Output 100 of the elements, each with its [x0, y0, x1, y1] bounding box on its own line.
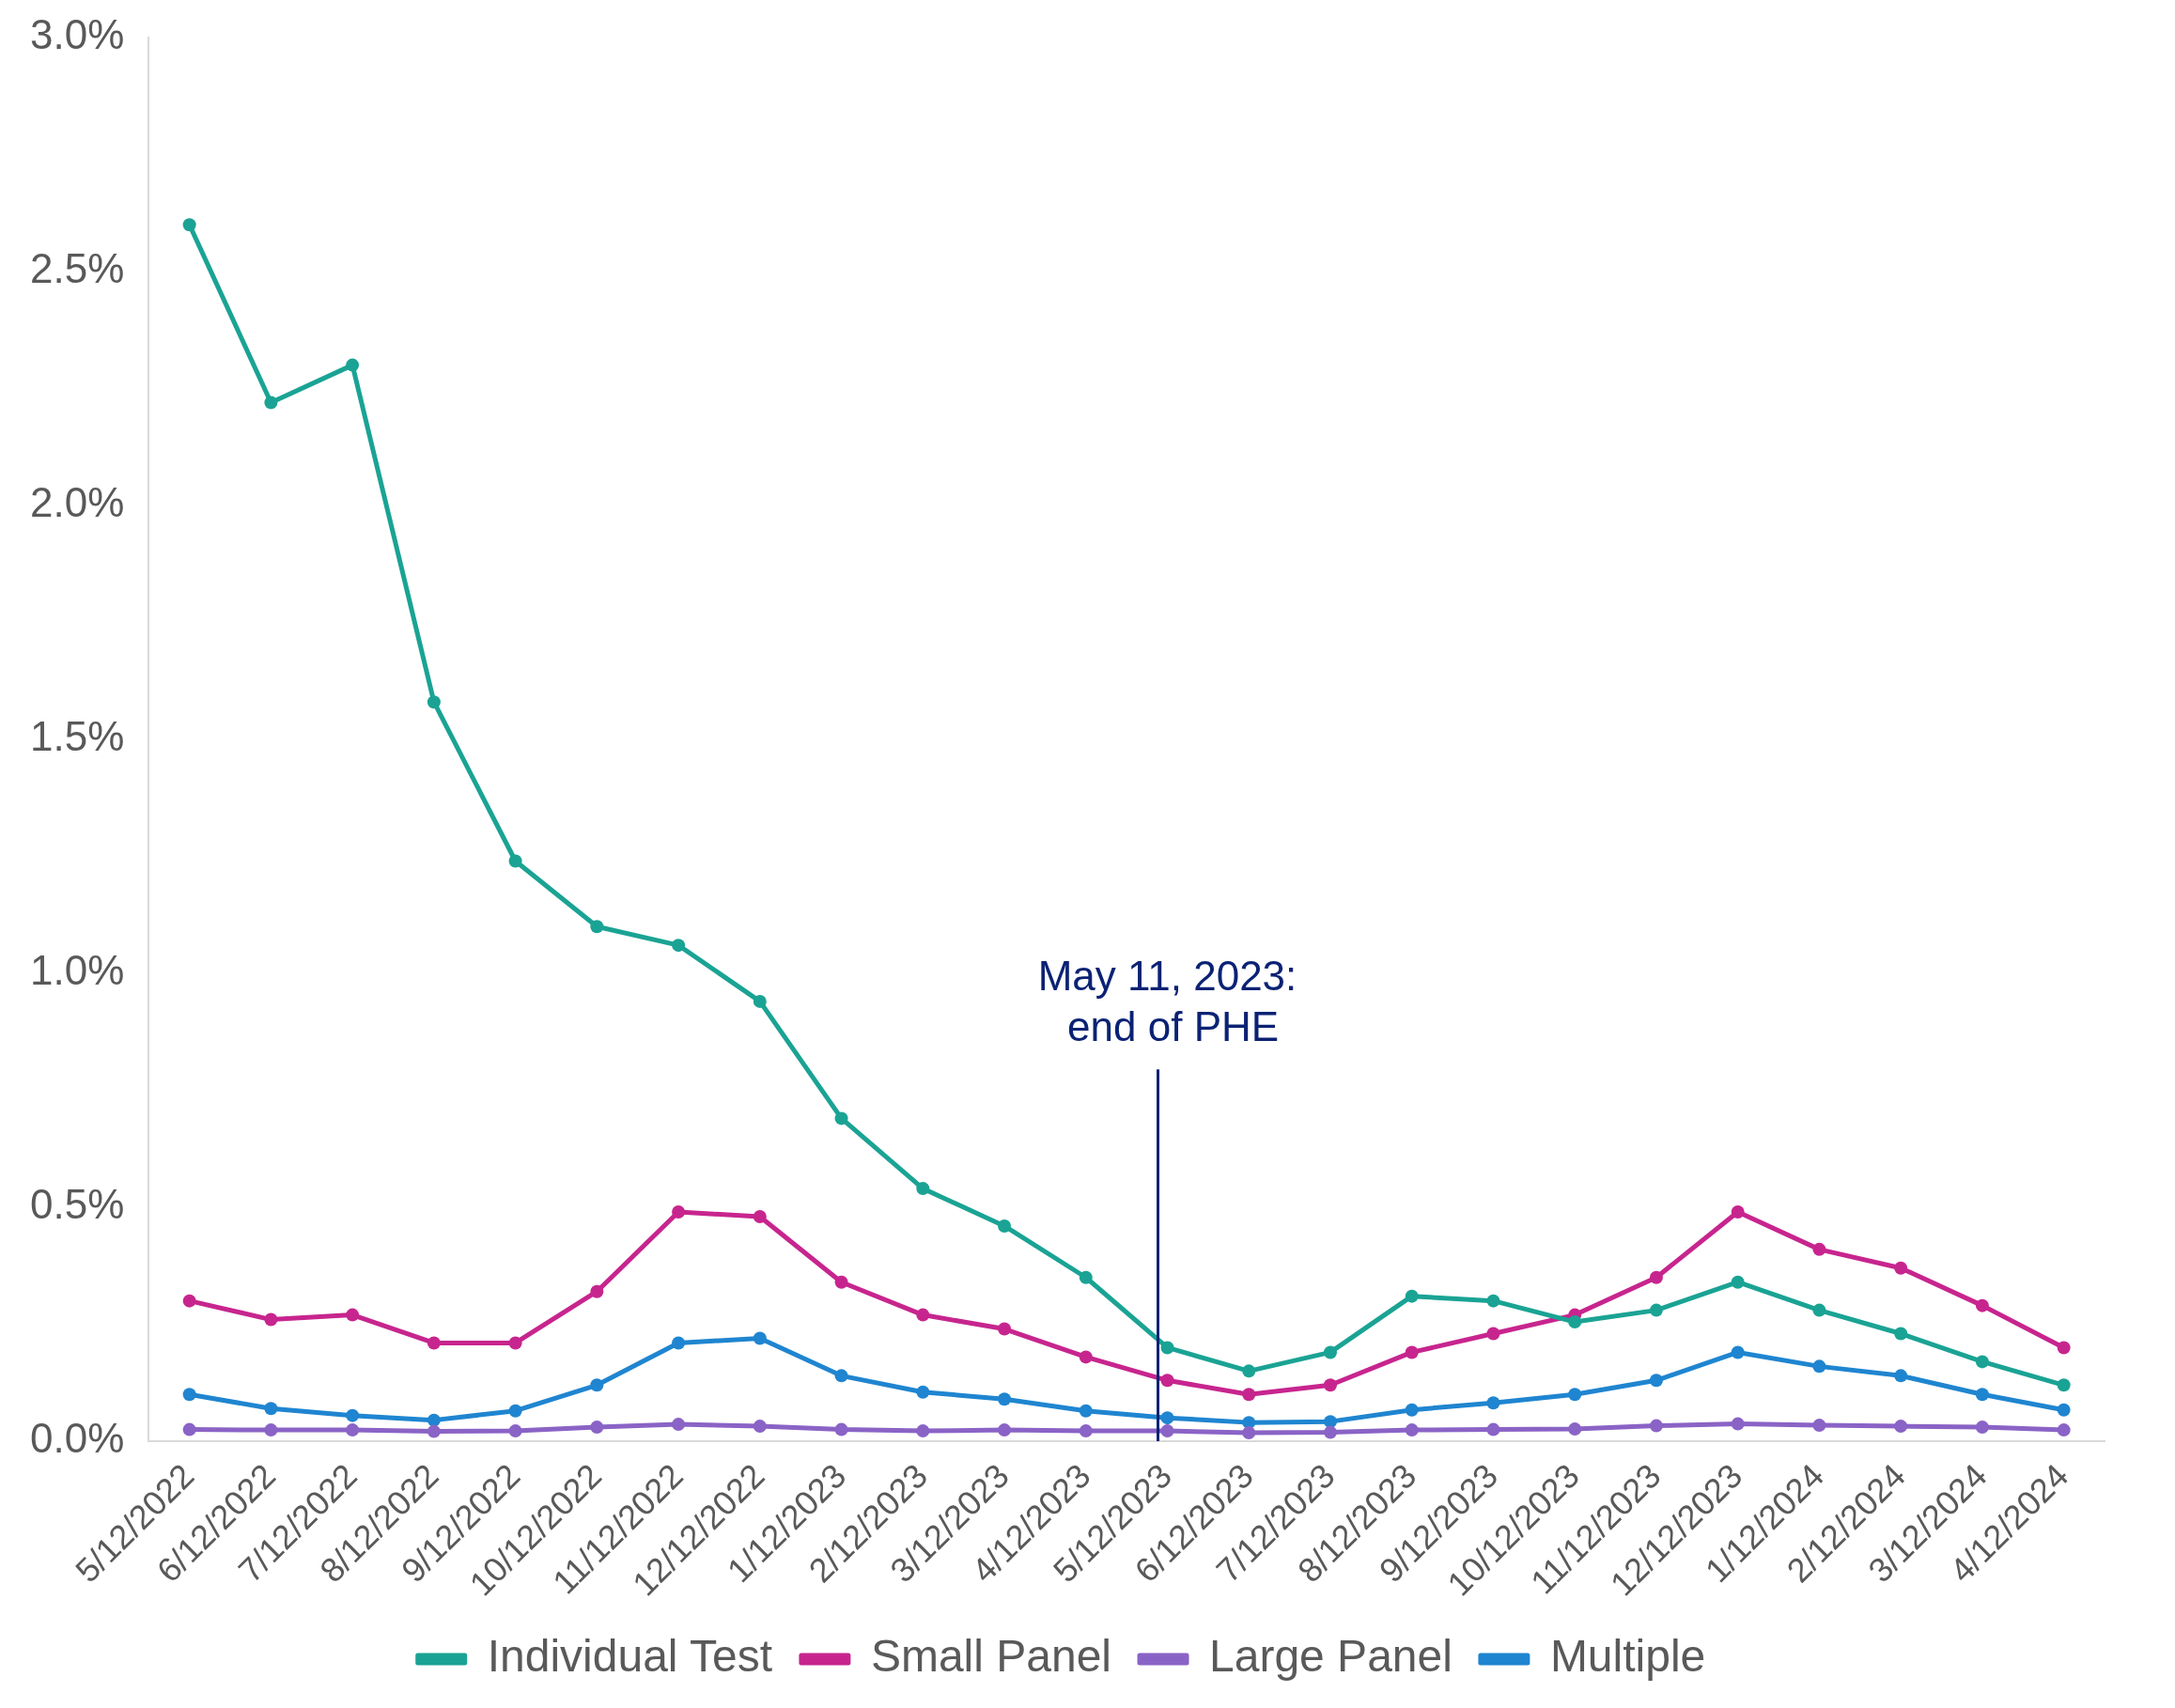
point	[346, 1408, 360, 1422]
point	[672, 939, 686, 953]
point	[753, 1420, 767, 1434]
point	[1812, 1242, 1826, 1256]
point	[1486, 1422, 1500, 1436]
point	[1079, 1350, 1093, 1364]
point	[1731, 1205, 1745, 1219]
point	[590, 1421, 604, 1435]
point	[427, 1424, 441, 1438]
point	[916, 1385, 930, 1399]
point	[1486, 1396, 1500, 1410]
point	[1731, 1417, 1745, 1431]
point	[1160, 1411, 1174, 1425]
point	[998, 1423, 1012, 1437]
point	[998, 1219, 1012, 1233]
point	[916, 1308, 930, 1322]
point	[1486, 1327, 1500, 1341]
point	[590, 1378, 604, 1392]
point	[1975, 1298, 1989, 1312]
point	[2057, 1403, 2071, 1417]
point	[998, 1392, 1012, 1406]
point	[590, 1284, 604, 1298]
point	[1486, 1294, 1500, 1308]
legend-label: Individual Test	[487, 1631, 773, 1682]
point	[182, 1294, 196, 1308]
point	[1649, 1419, 1663, 1433]
point	[1323, 1415, 1337, 1429]
point	[834, 1422, 848, 1436]
legend-label: Small Panel	[870, 1631, 1112, 1682]
y-tick-label: 3.0%	[29, 11, 125, 58]
point	[1323, 1345, 1337, 1359]
ref-line-label: May 11, 2023: end of PHE	[1037, 953, 1297, 1050]
point	[2057, 1378, 2071, 1392]
point	[916, 1424, 930, 1438]
point	[1731, 1275, 1745, 1289]
point	[1242, 1426, 1256, 1440]
point	[834, 1369, 848, 1383]
point	[1731, 1345, 1745, 1359]
point	[182, 1422, 196, 1436]
point	[1568, 1388, 1582, 1402]
point	[1242, 1364, 1256, 1378]
point	[1079, 1404, 1093, 1418]
legend-label: Large Panel	[1209, 1631, 1453, 1682]
point	[1894, 1327, 1908, 1341]
point	[2057, 1423, 2071, 1437]
point	[753, 1331, 767, 1345]
point	[672, 1418, 686, 1432]
point	[1323, 1378, 1337, 1392]
point	[1242, 1388, 1256, 1402]
point	[1405, 1423, 1419, 1437]
point	[508, 1404, 522, 1418]
point	[346, 358, 360, 372]
point	[427, 1413, 441, 1427]
point	[998, 1322, 1012, 1336]
y-tick-label: 2.5%	[29, 245, 125, 292]
point	[346, 1423, 360, 1437]
point	[1812, 1419, 1826, 1433]
point	[753, 994, 767, 1008]
point	[753, 1210, 767, 1223]
point	[1160, 1374, 1174, 1388]
point	[1812, 1359, 1826, 1374]
point	[1812, 1303, 1826, 1317]
point	[264, 1423, 278, 1437]
point	[1975, 1355, 1989, 1369]
point	[1975, 1421, 1989, 1435]
point	[427, 1336, 441, 1350]
point	[427, 695, 441, 709]
y-tick-label: 1.5%	[29, 713, 125, 760]
point	[1894, 1420, 1908, 1434]
point	[834, 1111, 848, 1126]
point	[916, 1182, 930, 1196]
y-tick-label: 1.0%	[29, 947, 125, 994]
point	[264, 1312, 278, 1327]
point	[1079, 1424, 1093, 1438]
point	[264, 1402, 278, 1416]
point	[834, 1275, 848, 1289]
y-tick-label: 0.5%	[29, 1181, 125, 1228]
point	[1568, 1315, 1582, 1329]
legend-label: Multiple	[1549, 1631, 1706, 1682]
point	[182, 1388, 196, 1402]
y-tick-label: 0.0%	[29, 1415, 125, 1462]
point	[346, 1308, 360, 1322]
point	[1649, 1374, 1663, 1388]
point	[1975, 1388, 1989, 1402]
point	[1649, 1303, 1663, 1317]
point	[2057, 1341, 2071, 1355]
point	[1649, 1270, 1663, 1284]
point	[1894, 1369, 1908, 1383]
point	[1894, 1261, 1908, 1275]
y-tick-label: 2.0%	[29, 479, 125, 526]
point	[508, 1336, 522, 1350]
point	[508, 854, 522, 868]
point	[1405, 1345, 1419, 1359]
point	[182, 218, 196, 232]
point	[1079, 1270, 1093, 1284]
point	[1160, 1424, 1174, 1438]
point	[264, 396, 278, 410]
point	[1405, 1289, 1419, 1303]
point	[590, 920, 604, 934]
point	[672, 1336, 686, 1350]
